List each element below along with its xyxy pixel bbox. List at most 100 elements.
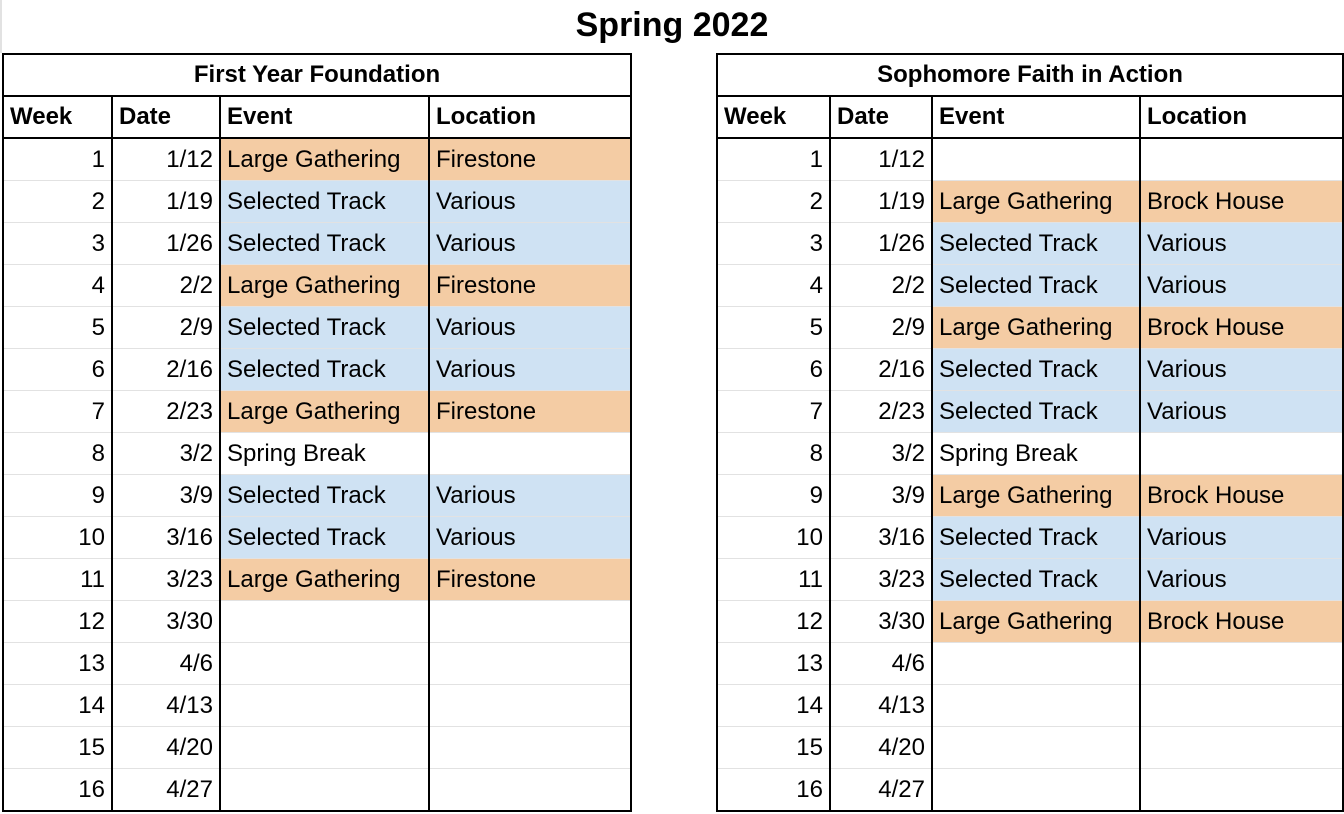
cell-event[interactable]: Selected Track: [931, 390, 1141, 433]
table-heading[interactable]: First Year Foundation: [1, 53, 633, 97]
cell-event[interactable]: [931, 768, 1141, 812]
cell-date[interactable]: 4/6: [829, 642, 933, 685]
cell-week[interactable]: 1: [2, 138, 113, 181]
cell-date[interactable]: 3/23: [111, 558, 221, 601]
cell-date[interactable]: 3/23: [829, 558, 933, 601]
cell-date[interactable]: 1/12: [111, 138, 221, 181]
cell-week[interactable]: 1: [716, 138, 831, 181]
cell-date[interactable]: 2/9: [829, 306, 933, 349]
cell-week[interactable]: 16: [716, 768, 831, 812]
cell-week[interactable]: 8: [2, 432, 113, 475]
cell-date[interactable]: 3/30: [111, 600, 221, 643]
column-header-date[interactable]: Date: [111, 96, 221, 139]
cell-week[interactable]: 11: [716, 558, 831, 601]
cell-date[interactable]: 2/9: [111, 306, 221, 349]
cell-date[interactable]: 1/19: [829, 180, 933, 223]
column-header-event[interactable]: Event: [931, 96, 1141, 139]
cell-date[interactable]: 2/16: [111, 348, 221, 391]
cell-week[interactable]: 11: [2, 558, 113, 601]
cell-date[interactable]: 1/12: [829, 138, 933, 181]
cell-event[interactable]: [931, 726, 1141, 769]
cell-location[interactable]: Brock House: [1138, 474, 1344, 517]
cell-date[interactable]: 3/9: [111, 474, 221, 517]
cell-date[interactable]: 4/20: [829, 726, 933, 769]
column-header-week[interactable]: Week: [716, 96, 831, 139]
cell-location[interactable]: [1138, 138, 1344, 181]
cell-location[interactable]: [427, 642, 633, 685]
cell-event[interactable]: [219, 684, 430, 727]
cell-week[interactable]: 14: [2, 684, 113, 727]
cell-date[interactable]: 4/27: [829, 768, 933, 812]
cell-location[interactable]: [1138, 768, 1344, 812]
cell-location[interactable]: Various: [427, 306, 633, 349]
cell-event[interactable]: Selected Track: [931, 558, 1141, 601]
cell-event[interactable]: Selected Track: [219, 222, 430, 265]
cell-week[interactable]: 8: [716, 432, 831, 475]
cell-date[interactable]: 4/27: [111, 768, 221, 812]
cell-event[interactable]: Selected Track: [219, 348, 430, 391]
cell-location[interactable]: Various: [427, 222, 633, 265]
cell-date[interactable]: 3/16: [829, 516, 933, 559]
cell-week[interactable]: 9: [716, 474, 831, 517]
cell-location[interactable]: [1138, 726, 1344, 769]
cell-location[interactable]: Firestone: [427, 390, 633, 433]
cell-location[interactable]: Various: [1138, 264, 1344, 307]
cell-date[interactable]: 2/23: [829, 390, 933, 433]
cell-date[interactable]: 1/19: [111, 180, 221, 223]
cell-event[interactable]: Selected Track: [931, 516, 1141, 559]
cell-week[interactable]: 2: [2, 180, 113, 223]
cell-location[interactable]: [427, 600, 633, 643]
cell-date[interactable]: 3/2: [829, 432, 933, 475]
cell-event[interactable]: Large Gathering: [931, 306, 1141, 349]
cell-event[interactable]: Large Gathering: [931, 180, 1141, 223]
cell-event[interactable]: [219, 768, 430, 812]
cell-location[interactable]: Various: [427, 180, 633, 223]
column-header-location[interactable]: Location: [1138, 96, 1344, 139]
cell-event[interactable]: Large Gathering: [931, 474, 1141, 517]
cell-event[interactable]: Selected Track: [219, 474, 430, 517]
cell-week[interactable]: 15: [716, 726, 831, 769]
cell-location[interactable]: [1138, 684, 1344, 727]
cell-week[interactable]: 10: [2, 516, 113, 559]
cell-week[interactable]: 5: [2, 306, 113, 349]
cell-week[interactable]: 6: [716, 348, 831, 391]
cell-location[interactable]: Brock House: [1138, 180, 1344, 223]
cell-event[interactable]: Spring Break: [219, 432, 430, 475]
cell-date[interactable]: 4/13: [829, 684, 933, 727]
cell-week[interactable]: 2: [716, 180, 831, 223]
cell-week[interactable]: 5: [716, 306, 831, 349]
cell-location[interactable]: [1138, 642, 1344, 685]
cell-location[interactable]: Various: [427, 348, 633, 391]
cell-event[interactable]: Selected Track: [219, 306, 430, 349]
cell-week[interactable]: 15: [2, 726, 113, 769]
column-header-date[interactable]: Date: [829, 96, 933, 139]
cell-week[interactable]: 10: [716, 516, 831, 559]
cell-date[interactable]: 2/2: [111, 264, 221, 307]
cell-event[interactable]: Selected Track: [931, 222, 1141, 265]
cell-date[interactable]: 4/13: [111, 684, 221, 727]
cell-location[interactable]: Various: [1138, 390, 1344, 433]
cell-location[interactable]: Various: [427, 474, 633, 517]
cell-week[interactable]: 3: [2, 222, 113, 265]
cell-location[interactable]: [1138, 432, 1344, 475]
cell-date[interactable]: 4/20: [111, 726, 221, 769]
cell-event[interactable]: Selected Track: [931, 264, 1141, 307]
cell-event[interactable]: Selected Track: [219, 180, 430, 223]
cell-event[interactable]: [931, 138, 1141, 181]
table-heading[interactable]: Sophomore Faith in Action: [715, 53, 1344, 97]
cell-week[interactable]: 12: [716, 600, 831, 643]
cell-date[interactable]: 3/2: [111, 432, 221, 475]
cell-location[interactable]: Firestone: [427, 558, 633, 601]
cell-event[interactable]: Selected Track: [219, 516, 430, 559]
cell-event[interactable]: Large Gathering: [219, 390, 430, 433]
cell-location[interactable]: Various: [1138, 348, 1344, 391]
cell-event[interactable]: [931, 684, 1141, 727]
cell-event[interactable]: [219, 600, 430, 643]
cell-location[interactable]: [427, 726, 633, 769]
cell-week[interactable]: 12: [2, 600, 113, 643]
cell-date[interactable]: 2/23: [111, 390, 221, 433]
cell-week[interactable]: 14: [716, 684, 831, 727]
column-header-location[interactable]: Location: [427, 96, 633, 139]
cell-location[interactable]: Various: [1138, 516, 1344, 559]
column-header-week[interactable]: Week: [2, 96, 113, 139]
